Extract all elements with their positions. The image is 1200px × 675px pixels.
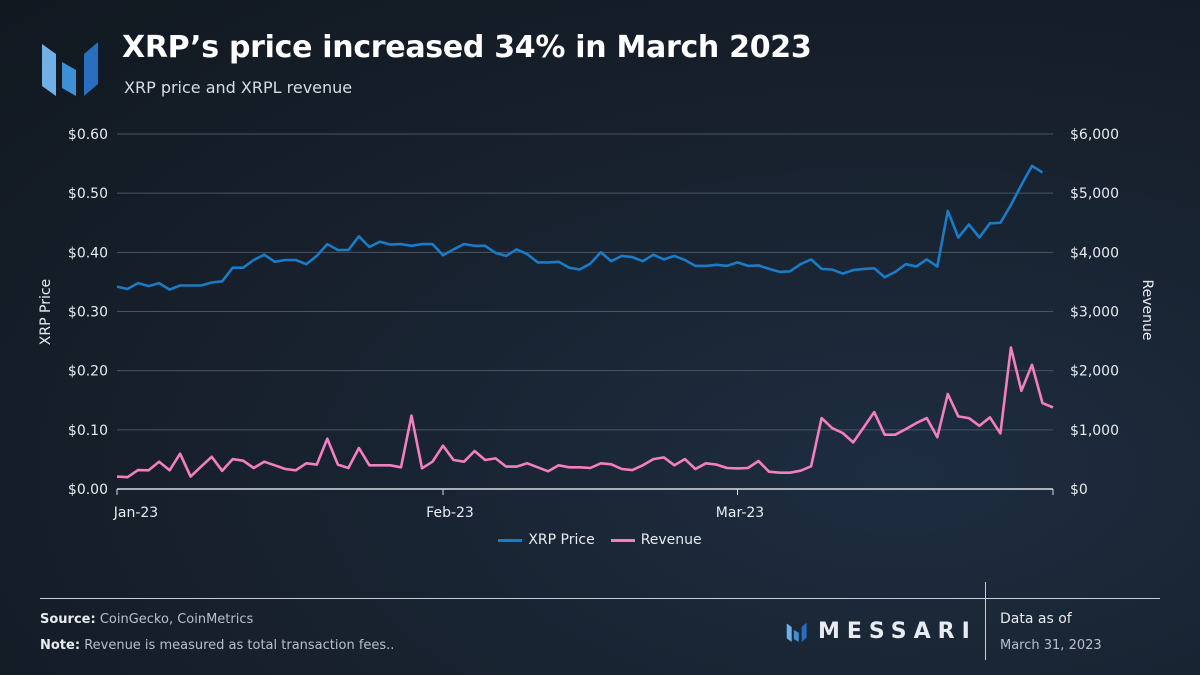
y-axis-left: $0.00 $0.10 $0.20 $0.30 $0.40 $0.50 $0.60 xyxy=(68,127,108,498)
series-lines xyxy=(116,164,1054,479)
legend: XRP Price Revenue xyxy=(0,532,1200,548)
y2-tick-label: $6,000 xyxy=(1070,127,1119,143)
line-chart: $0.00 $0.10 $0.20 $0.30 $0.40 $0.50 $0.60 $0 $1… xyxy=(38,127,1155,521)
y2-tick-label: $4,000 xyxy=(1070,245,1119,261)
y2-tick-label: $1,000 xyxy=(1070,423,1119,439)
messari-brand: MESSARI xyxy=(786,619,977,644)
chart-title: XRP’s price increased 34% in March 2023 xyxy=(122,30,812,65)
y-tick-label: $0.30 xyxy=(68,305,108,321)
messari-mark-icon xyxy=(786,622,807,642)
y2-axis-title: Revenue xyxy=(1139,280,1155,341)
gridlines xyxy=(117,133,1053,431)
y-tick-label: $0.40 xyxy=(68,245,108,261)
data-as-of-date: March 31, 2023 xyxy=(1000,638,1102,653)
source-note: Source: CoinGecko, CoinMetrics xyxy=(40,612,253,627)
y-tick-label: $0.20 xyxy=(68,364,108,380)
y-axis-title: XRP Price xyxy=(38,279,54,345)
legend-label-price: XRP Price xyxy=(528,532,595,548)
y-axis-right: $0 $1,000 $2,000 $3,000 $4,000 $5,000 $6,000 xyxy=(1070,127,1119,498)
x-tick-label: Feb-23 xyxy=(426,505,474,521)
y2-tick-label: $5,000 xyxy=(1070,186,1119,202)
legend-item-price[interactable]: XRP Price xyxy=(498,532,595,548)
messari-wordmark: MESSARI xyxy=(818,619,977,644)
x-tick-label: Mar-23 xyxy=(716,505,764,521)
y2-tick-label: $3,000 xyxy=(1070,305,1119,321)
x-tick-label: Jan-23 xyxy=(113,505,158,521)
messari-logo-icon xyxy=(42,42,98,96)
legend-label-revenue: Revenue xyxy=(640,532,702,548)
note-text: Revenue is measured as total transaction… xyxy=(84,638,395,653)
x-axis: Jan-23 Feb-23 Mar-23 xyxy=(113,488,1054,521)
footnote: Note: Revenue is measured as total trans… xyxy=(40,638,394,653)
footer-vertical-divider xyxy=(985,582,986,660)
y-tick-label: $0.10 xyxy=(68,423,108,439)
legend-item-revenue[interactable]: Revenue xyxy=(610,532,702,548)
y-tick-label: $0.50 xyxy=(68,186,108,202)
xrp-price-line xyxy=(116,164,1044,291)
note-label: Note: xyxy=(40,638,81,653)
source-label: Source: xyxy=(40,612,96,627)
legend-swatch-revenue xyxy=(610,538,635,542)
revenue-line xyxy=(116,346,1054,479)
y2-tick-label: $0 xyxy=(1070,482,1088,498)
data-as-of-label: Data as of xyxy=(1000,611,1072,627)
footer-divider xyxy=(40,598,1160,599)
source-text: CoinGecko, CoinMetrics xyxy=(99,612,254,627)
y2-tick-label: $2,000 xyxy=(1070,364,1119,380)
chart-subtitle: XRP price and XRPL revenue xyxy=(124,78,353,97)
legend-swatch-price xyxy=(498,538,523,542)
y-tick-label: $0.60 xyxy=(68,127,108,143)
y-tick-label: $0.00 xyxy=(68,482,108,498)
